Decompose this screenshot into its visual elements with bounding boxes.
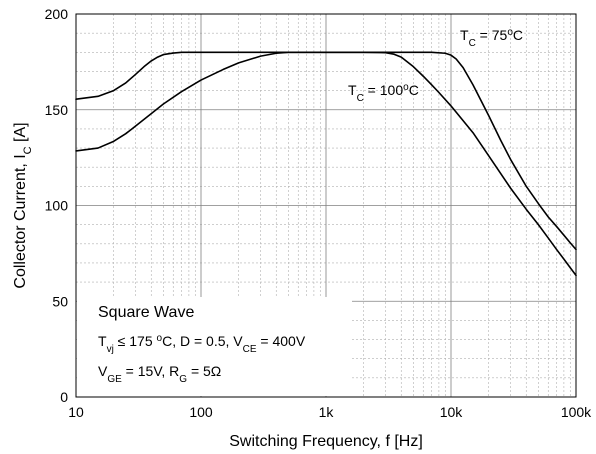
x-tick-label: 100 bbox=[189, 404, 213, 420]
y-axis-title: Collector Current, IC [A] bbox=[12, 122, 34, 288]
conditions-vge-rg: VGE = 15V, RG = 5Ω bbox=[98, 363, 221, 385]
y-tick-label: 0 bbox=[60, 389, 68, 405]
y-tick-label: 200 bbox=[45, 6, 69, 22]
series-line-75c bbox=[75, 51, 577, 251]
x-tick-label: 10 bbox=[68, 404, 84, 420]
label-gap bbox=[424, 62, 436, 72]
x-axis-title: Switching Frequency, f [Hz] bbox=[229, 433, 423, 450]
plot-frame bbox=[75, 13, 577, 398]
series-line-100c bbox=[75, 51, 577, 277]
y-axis-title-unit: [A] bbox=[12, 122, 29, 146]
conditions-box bbox=[77, 297, 352, 396]
series-label-100c: TC = 100oC bbox=[348, 82, 419, 104]
y-axis-title-sub: C bbox=[22, 146, 34, 154]
conditions-tvj-d-vce: Tvj ≤ 175 oC, D = 0.5, VCE = 400V bbox=[98, 333, 306, 355]
y-tick-label: 50 bbox=[52, 293, 68, 309]
x-tick-label: 10k bbox=[440, 404, 464, 420]
series-label-75c: TC = 75oC bbox=[460, 27, 523, 49]
y-tick-label: 150 bbox=[45, 102, 69, 118]
series-layer bbox=[75, 51, 577, 277]
conditions-square-wave: Square Wave bbox=[98, 304, 194, 321]
y-tick-label: 100 bbox=[45, 198, 69, 214]
axis-ticks: 10 100 1k 10k 100k 0 50 100 150 200 bbox=[45, 6, 593, 420]
x-tick-label: 100k bbox=[561, 404, 592, 420]
x-tick-label: 1k bbox=[319, 404, 335, 420]
y-axis-title-main: Collector Current, I bbox=[12, 154, 29, 288]
